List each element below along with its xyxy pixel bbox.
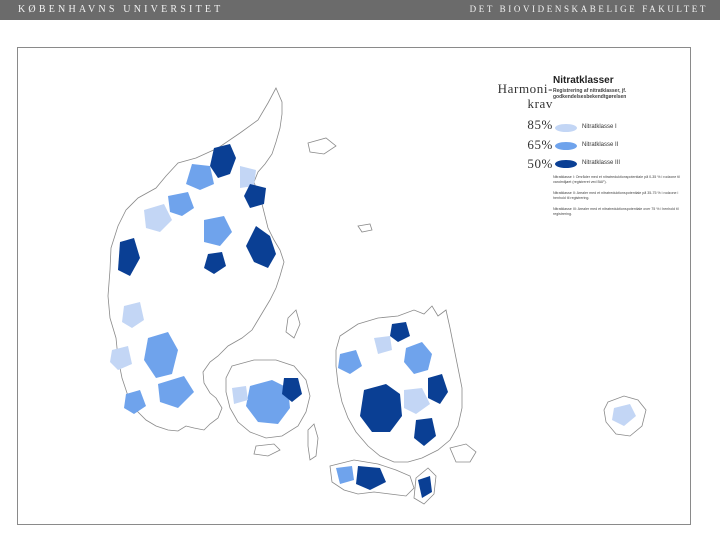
legend-panel: Nitratklasser Registrering af nitratklas… — [553, 75, 688, 216]
legend-item-class-3: Nitratklasse III — [553, 158, 688, 170]
harmony-requirement-heading: Harmoni- krav — [473, 81, 553, 111]
anholt-island — [357, 223, 373, 233]
zone-class-3 — [244, 184, 266, 208]
zone-class-1 — [232, 386, 248, 404]
zone-class-2 — [204, 216, 232, 246]
zone-class-2 — [404, 342, 432, 374]
mon-island — [449, 443, 477, 463]
legend-item-class-2: Nitratklasse II — [553, 140, 688, 152]
zone-class-2 — [338, 350, 362, 374]
zone-class-3 — [118, 238, 140, 276]
legend-item-class-1: Nitratklasse I — [553, 122, 688, 134]
legend-label-class-3: Nitratklasse III — [582, 160, 621, 166]
zone-class-1 — [240, 166, 256, 188]
zone-class-1 — [404, 388, 430, 414]
legend-label-class-2: Nitratklasse II — [582, 142, 619, 148]
harmony-line-2: krav — [527, 96, 553, 111]
legend-label-class-1: Nitratklasse I — [582, 124, 617, 130]
harmony-level-85: 85% — [527, 117, 553, 132]
aero-island — [253, 443, 281, 457]
harmony-line-1: Harmoni- — [497, 81, 553, 96]
zone-class-2 — [246, 380, 290, 424]
legend-title: Nitratklasser — [553, 75, 614, 86]
legend-note-class-3: Nitratklasse III: Arealer med et nitratr… — [553, 207, 679, 216]
zone-class-2 — [186, 164, 214, 190]
university-name: KØBENHAVNS UNIVERSITET — [18, 4, 224, 15]
zone-class-3 — [246, 226, 276, 268]
legend-swatch-class-3 — [555, 160, 577, 168]
zone-class-3 — [418, 476, 432, 498]
zone-class-3 — [282, 378, 302, 402]
zone-class-2 — [158, 376, 194, 408]
denmark-map — [107, 87, 647, 505]
laeso-island — [307, 137, 337, 155]
nitrate-class-zones — [110, 144, 636, 498]
harmony-level-50: 50% — [527, 156, 553, 171]
legend-swatch-class-2 — [555, 142, 577, 150]
legend-note-class-2: Nitratklasse II: Arealer med et nitratre… — [553, 191, 679, 200]
harmony-level-65: 65% — [527, 137, 553, 152]
zone-class-3 — [414, 418, 436, 446]
legend-note-class-1: Nitratklasse I: Områder med et nitratred… — [553, 175, 680, 184]
zone-class-1 — [374, 336, 392, 354]
zone-class-1 — [122, 302, 144, 328]
zone-class-1 — [144, 204, 172, 232]
map-frame: Harmoni- krav 85% 65% 50% Nitratklasser … — [17, 47, 691, 525]
langeland-island — [307, 423, 319, 461]
zone-class-3 — [356, 466, 386, 490]
zone-class-1 — [612, 404, 636, 426]
legend-subtitle: Registrering af nitratklasser, jf. godke… — [553, 88, 627, 100]
zone-class-3 — [390, 322, 410, 342]
zone-class-1 — [110, 346, 132, 370]
samso-island — [285, 309, 301, 339]
faculty-name: DET BIOVIDENSKABELIGE FAKULTET — [469, 4, 708, 14]
zone-class-2 — [144, 332, 178, 378]
zone-class-2 — [124, 390, 146, 414]
zone-class-3 — [204, 252, 226, 274]
zone-class-3 — [428, 374, 448, 404]
top-banner: KØBENHAVNS UNIVERSITET DET BIOVIDENSKABE… — [0, 0, 720, 20]
zone-class-3 — [210, 144, 236, 178]
legend-swatch-class-1 — [555, 124, 577, 132]
zone-class-3 — [360, 384, 402, 432]
zone-class-2 — [168, 192, 194, 216]
zone-class-2 — [336, 466, 354, 484]
